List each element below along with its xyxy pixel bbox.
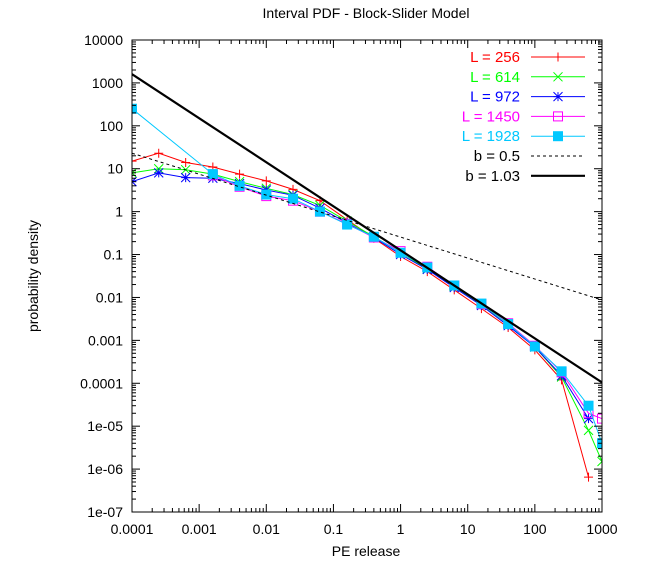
series-line-2: [132, 172, 589, 419]
legend-label-0: L = 256: [470, 49, 520, 66]
legend-label-4: L = 1928: [462, 128, 520, 145]
series-4-point-0: [132, 103, 137, 114]
legend-marker-4: [553, 131, 563, 142]
series-1-point-18: [597, 456, 602, 467]
x-tick-label-4: 1: [397, 521, 405, 537]
series-line-0: [132, 152, 589, 478]
y-tick-label-4: 1: [115, 204, 123, 220]
series-1-point-17: [583, 425, 594, 436]
legend-label-2: L = 972: [470, 89, 520, 106]
y-axis-title: probability density: [25, 220, 41, 332]
y-tick-label-5: 0.1: [104, 247, 124, 263]
y-tick-label-7: 0.001: [88, 332, 123, 348]
y-tick-label-1: 1000: [92, 75, 123, 91]
series-0-point-2: [181, 157, 191, 167]
series-4-point-5: [314, 206, 325, 217]
x-tick-label-0: 0.0001: [111, 521, 154, 537]
series-4-point-4: [288, 193, 299, 204]
legend-label-6: b = 1.03: [465, 168, 520, 185]
series-4-point-1: [207, 169, 218, 180]
legend-label-5: b = 0.5: [474, 148, 520, 165]
y-tick-label-0: 10000: [84, 32, 123, 48]
y-tick-label-9: 1e-05: [87, 418, 123, 434]
y-tick-label-8: 0.0001: [80, 375, 123, 391]
series-3-point-15: [597, 413, 602, 424]
y-tick-label-6: 0.01: [96, 289, 123, 305]
legend-label-1: L = 614: [470, 69, 520, 86]
x-axis-title: PE release: [332, 543, 401, 559]
legend-marker-0: [553, 52, 563, 62]
series-0-point-1: [154, 148, 164, 158]
series-2-point-1: [153, 168, 164, 178]
axes: 10000 1000 100 10 1 0.1 0.01 0.001 0.0001 1e-05 1e…: [80, 32, 618, 537]
x-tick-label-7: 1000: [586, 521, 617, 537]
y-tick-label-10: 1e-06: [87, 461, 123, 477]
legend-marker-3: [553, 111, 563, 122]
chart-title: Interval PDF - Block-Slider Model: [263, 5, 470, 21]
series-line-3: [212, 174, 602, 420]
y-tick-label-2: 100: [100, 118, 124, 134]
x-tick-label-5: 10: [460, 521, 476, 537]
series-line-1: [132, 168, 602, 462]
y-tick-label-11: 1e-07: [87, 504, 123, 520]
series-0-point-4: [235, 169, 245, 179]
x-tick-label-1: 0.001: [182, 521, 217, 537]
series-4-point-15: [583, 400, 594, 411]
legend-marker-1: [553, 71, 563, 82]
series-line-6: [132, 73, 602, 384]
series-4-point-13: [529, 341, 540, 352]
series-4-point-3: [261, 189, 272, 200]
legend-marker-2: [553, 91, 563, 102]
series-1-point-0: [132, 168, 137, 178]
series-0-point-17: [584, 472, 594, 482]
legend-label-3: L = 1450: [462, 108, 520, 125]
plot-frame: [131, 39, 603, 513]
x-tick-label-2: 0.01: [253, 521, 280, 537]
plot-area: [132, 73, 602, 482]
series-2-point-17: [583, 413, 594, 424]
x-tick-label-3: 0.1: [324, 521, 344, 537]
legend: L = 256 L = 614 L = 972 L = 1450 L = 1928 b =…: [462, 49, 585, 185]
series-0-point-0: [132, 156, 137, 166]
series-line-5: [132, 152, 602, 301]
y-tick-label-3: 10: [107, 161, 123, 177]
series-4-point-6: [342, 219, 353, 230]
series-0-point-5: [261, 176, 271, 186]
series-4-point-14: [556, 366, 567, 377]
series-2-point-2: [180, 172, 191, 183]
series-line-4: [132, 108, 602, 444]
x-tick-label-6: 100: [523, 521, 547, 537]
